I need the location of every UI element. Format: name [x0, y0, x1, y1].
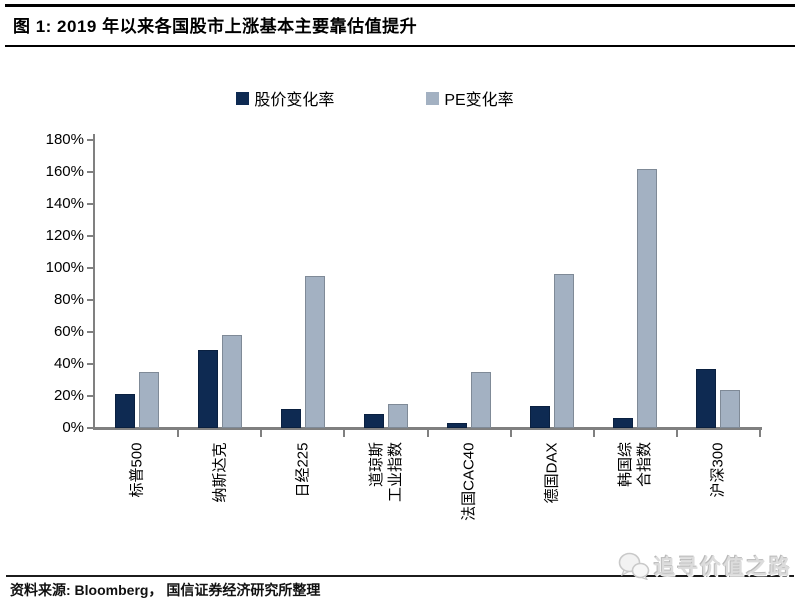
price-series-swatch [236, 91, 250, 105]
pe-change-bar [637, 168, 658, 428]
y-axis-tick-label: 120% [45, 227, 84, 244]
watermark-text: 追寻价值之路 [654, 556, 792, 579]
pe-change-bar [554, 274, 575, 428]
y-axis-tick [87, 427, 95, 429]
watermark: 追寻价值之路 [618, 551, 792, 581]
y-axis-tick [87, 363, 95, 365]
x-axis-tick [426, 430, 429, 437]
chart-legend: 股价变化率 PE变化率 [0, 86, 775, 110]
x-axis-tick [509, 430, 512, 437]
pe-change-bar [720, 389, 741, 428]
x-axis-category-label: 法国CAC40 [460, 442, 478, 521]
x-axis-tick [177, 430, 180, 437]
x-axis-tick [592, 430, 595, 437]
pe-change-bar [387, 404, 408, 428]
y-axis-tick [87, 299, 95, 301]
y-axis-tick-label: 40% [53, 355, 84, 372]
y-axis-tick-label: 180% [45, 131, 84, 148]
y-axis-tick-label: 20% [53, 387, 84, 404]
legend-item-pe-change: PE变化率 [426, 86, 514, 110]
y-axis-tick [87, 267, 95, 269]
legend-label-pe-change: PE变化率 [444, 92, 514, 109]
price-change-bar [696, 368, 717, 428]
y-axis-line [93, 134, 95, 430]
x-axis-line [93, 427, 762, 430]
pe-change-bar [471, 372, 492, 428]
x-axis-category-label: 道琼斯 工业指数 [367, 442, 404, 503]
top-border-rule [5, 4, 795, 7]
x-axis-category-label: 纳斯达克 [211, 442, 229, 503]
title-divider-rule [5, 45, 795, 47]
pe-series-swatch [426, 91, 440, 105]
x-axis-category-label: 德国DAX [543, 442, 561, 503]
y-axis-tick [87, 331, 95, 333]
y-axis-tick-label: 100% [45, 259, 84, 276]
y-axis-tick [87, 395, 95, 397]
x-axis-tick [260, 430, 263, 437]
y-axis-tick-label: 0% [62, 419, 84, 436]
x-axis-category-label: 标普500 [128, 442, 146, 498]
source-note: 资料来源: Bloomberg， 国信证券经济研究所整理 [10, 582, 321, 598]
price-change-bar [363, 413, 384, 428]
x-axis-category-label: 韩国综 合指数 [617, 442, 654, 488]
x-axis-tick [675, 430, 678, 437]
x-axis-category-label: 沪深300 [709, 442, 727, 498]
price-change-bar [613, 418, 634, 428]
legend-item-price-change: 股价变化率 [236, 86, 334, 110]
pe-change-bar [221, 335, 242, 428]
footer-divider-rule [6, 575, 794, 577]
wechat-icon [618, 552, 650, 580]
x-axis-category-label: 日经225 [294, 442, 312, 498]
y-axis-tick-label: 140% [45, 195, 84, 212]
y-axis-tick-label: 80% [53, 291, 84, 308]
pe-change-bar [138, 372, 159, 428]
price-change-bar [530, 405, 551, 428]
x-axis-tick [343, 430, 346, 437]
y-axis-tick [87, 203, 95, 205]
price-change-bar [197, 349, 218, 428]
y-axis-tick [87, 171, 95, 173]
y-axis-tick [87, 235, 95, 237]
x-axis-tick [759, 430, 761, 437]
y-axis-tick [87, 139, 95, 141]
pe-change-bar [304, 276, 325, 428]
figure-title: 图 1: 2019 年以来各国股市上涨基本主要靠估值提升 [13, 17, 418, 36]
y-axis-tick-label: 160% [45, 163, 84, 180]
price-change-bar [114, 394, 135, 428]
price-change-bar [280, 408, 301, 428]
legend-label-price-change: 股价变化率 [254, 92, 335, 109]
price-change-bar [447, 423, 468, 428]
y-axis-tick-label: 60% [53, 323, 84, 340]
